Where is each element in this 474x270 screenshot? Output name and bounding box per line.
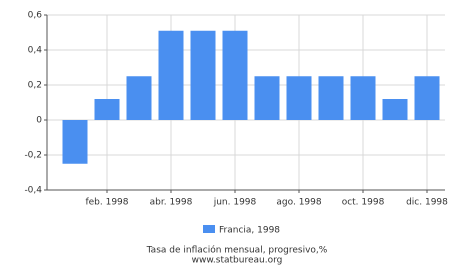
- y-tick-label: 0,6: [28, 11, 43, 21]
- x-tick-label: jun. 1998: [213, 198, 257, 208]
- x-tick-label: feb. 1998: [85, 198, 128, 208]
- x-tick-label: ago. 1998: [276, 198, 321, 208]
- bar: [286, 76, 312, 120]
- bar: [350, 76, 376, 120]
- bar: [318, 76, 344, 120]
- x-tick-label: dic. 1998: [406, 198, 448, 208]
- y-tick-label: -0,4: [24, 186, 42, 196]
- y-tick-label: 0,4: [28, 46, 43, 56]
- y-tick-label: 0,2: [28, 81, 42, 91]
- bar: [222, 30, 248, 120]
- legend-label: Francia, 1998: [219, 226, 280, 236]
- bar: [158, 30, 184, 120]
- bar: [382, 99, 408, 120]
- bar: [126, 76, 152, 120]
- x-axis-label: Tasa de inflación mensual, progresivo,%: [146, 245, 328, 256]
- source: www.statbureau.org: [192, 256, 283, 266]
- bar: [254, 76, 280, 120]
- legend-swatch: [203, 225, 215, 233]
- bar: [414, 76, 440, 120]
- x-tick-label: abr. 1998: [150, 198, 193, 208]
- bar: [62, 120, 88, 164]
- y-tick-label: 0: [36, 116, 42, 126]
- x-tick-label: oct. 1998: [342, 198, 385, 208]
- bar: [190, 30, 216, 120]
- bar: [94, 99, 120, 120]
- y-tick-label: -0,2: [24, 151, 42, 161]
